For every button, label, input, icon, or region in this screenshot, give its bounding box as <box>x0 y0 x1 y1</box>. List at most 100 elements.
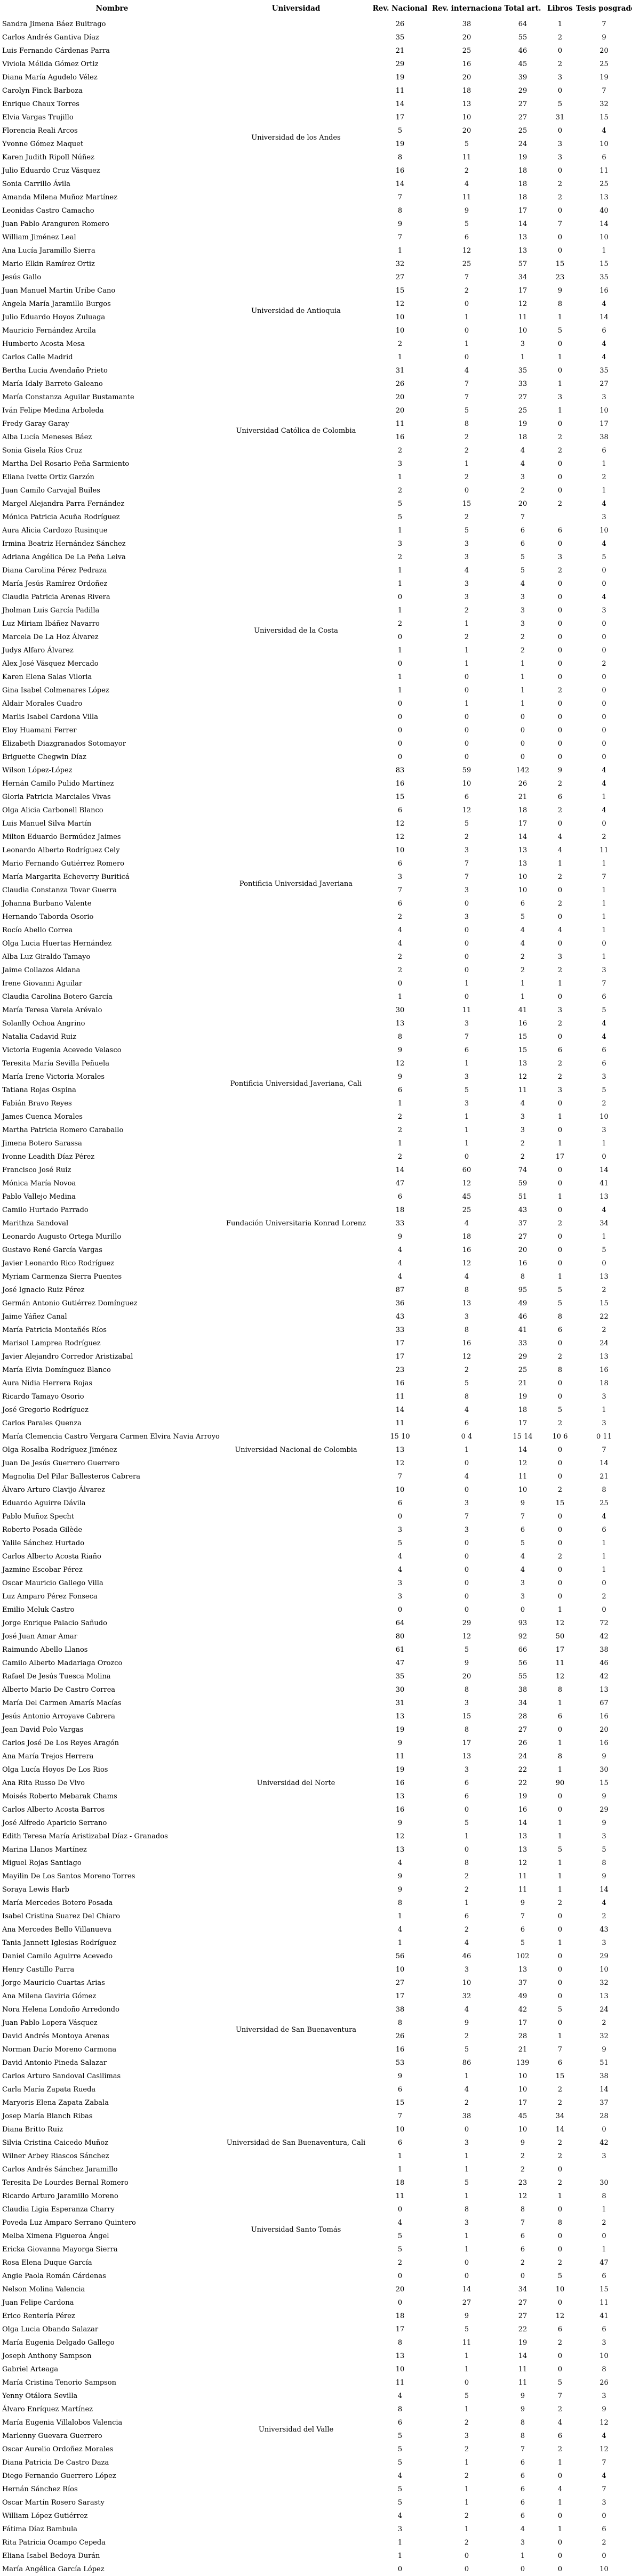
value-cell: 11 <box>518 1473 527 1481</box>
value-cell: 0 <box>557 1166 563 1174</box>
value-cell: 93 <box>518 1619 527 1627</box>
value-cell: 0 <box>464 940 469 948</box>
researcher-name: Isabel Cristina Suarez Del Chiaro <box>2 1912 121 1920</box>
value-cell: 0 <box>557 633 563 641</box>
value-cell: 55 <box>518 1673 527 1681</box>
value-cell: 9 <box>397 1046 403 1054</box>
value-cell: 8 <box>397 1899 403 1907</box>
researcher-name: Irene Giovanni Aguilar <box>2 980 83 988</box>
value-cell: 2 <box>464 447 469 455</box>
value-cell: 3 <box>464 1966 469 1974</box>
value-cell: 6 <box>397 806 403 814</box>
value-cell: 0 <box>557 993 563 1001</box>
value-cell: 29 <box>462 1619 471 1627</box>
value-cell: 2 <box>602 660 606 668</box>
researcher-name: Joseph Anthony Sampson <box>2 2352 92 2360</box>
researcher-name: Bertha Lucia Avendaño Prieto <box>2 367 108 375</box>
value-cell: 17 <box>518 1419 527 1427</box>
researcher-name: María Constanza Aguilar Bustamante <box>2 393 134 401</box>
table-row: Julio Eduardo Cruz Vásquez 16 2 18 0 11 <box>0 164 632 177</box>
value-cell: 9 <box>602 1753 606 1761</box>
table-row: Jesús Gallo 27 7 34 23 35 <box>0 271 632 284</box>
value-cell: 5 <box>464 820 469 828</box>
value-cell: 35 <box>518 367 527 375</box>
value-cell: 11 <box>395 420 405 428</box>
value-cell: 1 <box>602 793 606 801</box>
value-cell: 3 <box>520 473 525 481</box>
value-cell: 21 <box>599 1473 609 1481</box>
value-cell: 9 <box>520 1899 525 1907</box>
value-cell: 1 <box>557 1699 563 1707</box>
researcher-name: Julio Eduardo Hoyos Zuluaga <box>2 313 106 321</box>
value-cell: 0 <box>602 726 606 734</box>
value-cell: 18 <box>518 1406 527 1414</box>
value-cell: 12 <box>395 833 405 841</box>
value-cell: 26 <box>518 1739 527 1747</box>
table-row: Diana Patricia De Castro Daza 5 1 6 1 7 <box>0 2456 632 2469</box>
researcher-name: María Jesús Ramírez Ordoñez <box>2 580 108 588</box>
researcher-name: Emilio Meluk Castro <box>2 1606 75 1614</box>
value-cell: 9 <box>557 287 563 295</box>
table-row: Gina Isabel Colmenares López 1 0 1 2 0 <box>0 684 632 697</box>
value-cell: 0 <box>557 2246 563 2254</box>
value-cell: 3 <box>557 953 563 961</box>
value-cell: 0 <box>520 726 525 734</box>
value-cell: 2 <box>557 687 563 695</box>
value-cell: 3 <box>464 580 469 588</box>
value-cell: 10 <box>599 140 609 148</box>
value-cell: 1 <box>464 647 469 655</box>
value-cell: 14 <box>462 2286 471 2294</box>
value-cell: 8 <box>397 207 403 215</box>
value-cell: 42 <box>599 1633 609 1641</box>
value-cell: 5 <box>557 1406 563 1414</box>
researcher-name: Aura Nidia Herrera Rojas <box>2 1379 93 1387</box>
researcher-name: Hernán Camilo Pulido Martínez <box>2 780 114 788</box>
value-cell: 1 <box>557 1872 563 1880</box>
value-cell: 19 <box>518 154 527 161</box>
table-row: María Patricia Montañés Ríos 33 8 41 6 2 <box>0 1323 632 1337</box>
value-cell: 38 <box>462 2112 471 2120</box>
value-cell: 16 <box>395 1806 405 1814</box>
value-cell: 1 <box>557 1832 563 1840</box>
researcher-name: Oscar Aurelio Ordoñez Morales <box>2 2445 114 2453</box>
value-cell: 0 <box>602 2232 606 2240</box>
value-cell: 2 <box>557 34 563 42</box>
value-cell: 32 <box>599 100 609 108</box>
table-row: Mayilin De Los Santos Moreno Torres 9 2 11 1… <box>0 1870 632 1883</box>
value-cell: 3 <box>397 2525 403 2533</box>
researcher-name: María Margarita Echeverry Buriticá <box>2 873 130 881</box>
value-cell: 12 <box>462 1633 471 1641</box>
value-cell: 1 <box>602 1406 606 1414</box>
researcher-name: Angie Paola Román Cárdenas <box>2 2272 106 2280</box>
value-cell: 4 <box>602 1020 606 1028</box>
value-cell: 5 <box>397 2485 403 2493</box>
value-cell: 1 <box>557 1819 563 1827</box>
value-cell: 9 <box>520 2392 525 2400</box>
value-cell: 5 <box>464 1086 469 1094</box>
table-row: Jimena Botero Sarassa 1 1 2 1 1 <box>0 1137 632 1150</box>
value-cell: 4 <box>602 806 606 814</box>
value-cell: 2 <box>557 2086 563 2094</box>
value-cell: 14 <box>395 1406 405 1414</box>
value-cell: 47 <box>395 1180 405 1188</box>
value-cell: 47 <box>395 1659 405 1667</box>
value-cell: 0 <box>520 740 525 748</box>
researcher-name: Tania Jannett Iglesias Rodríguez <box>2 1939 117 1947</box>
value-cell: 0 <box>464 740 469 748</box>
value-cell: 21 <box>395 47 405 55</box>
researcher-name: María Patricia Montañés Ríos <box>2 1326 107 1334</box>
value-cell: 57 <box>518 260 527 268</box>
value-cell: 2 <box>602 1100 606 1108</box>
value-cell: 2 <box>557 2099 563 2107</box>
researcher-name: Oscar Mauricio Gallego Villa <box>2 1579 103 1587</box>
value-cell: 6 <box>557 1326 563 1334</box>
researcher-name: Marcela De La Hoz Álvarez <box>2 633 99 641</box>
table-row: José Alfredo Aparicio Serrano 9 5 14 1 9 <box>0 1816 632 1830</box>
value-cell: 2 <box>557 873 563 881</box>
value-cell: 22 <box>518 1779 527 1787</box>
value-cell: 6 <box>602 327 606 335</box>
column-header-total-art: Total art. <box>504 4 541 13</box>
value-cell: 10 <box>518 1486 527 1494</box>
value-cell: 11 <box>599 2299 609 2307</box>
table-row: María Cristina Tenorio Sampson 11 0 11 5 26 <box>0 2376 632 2389</box>
